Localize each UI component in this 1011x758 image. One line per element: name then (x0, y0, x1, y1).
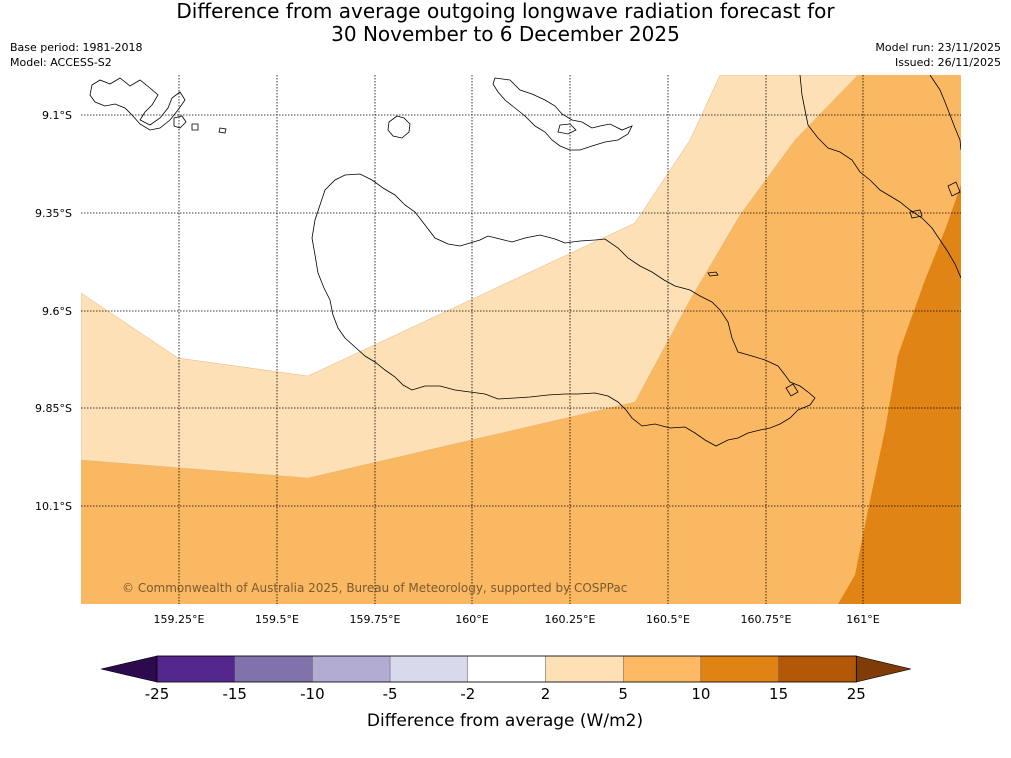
coastline-russell-islet-2 (191, 123, 199, 131)
colorbar-tick-label: -2 (460, 685, 475, 703)
coastline-small-island-2 (785, 383, 799, 397)
colorbar-extend-low (100, 655, 158, 683)
colorbar-tick-label: -5 (383, 685, 398, 703)
copyright-credit: © Commonwealth of Australia 2025, Bureau… (122, 581, 627, 595)
lat-label: 9.1°S (42, 109, 72, 122)
lat-label: 9.6°S (42, 305, 72, 318)
lon-label: 160°E (455, 613, 488, 626)
coastline-malaita (799, 75, 961, 279)
coastline-malaita-north (929, 75, 961, 151)
colorbar-segment (234, 655, 313, 683)
colorbar-tick-label: -25 (145, 685, 170, 703)
model-run: Model run: 23/11/2025 (875, 41, 1001, 54)
colorbar-tick-label: 5 (618, 685, 628, 703)
coastlines (89, 75, 961, 447)
issued-date: Issued: 26/11/2025 (894, 56, 1001, 69)
base-period: Base period: 1981-2018 (10, 41, 143, 54)
chart-title: Difference from average outgoing longwav… (0, 0, 1011, 46)
colorbar-segment (778, 655, 857, 683)
colorbar-segment (623, 655, 702, 683)
colorbar-segment (545, 655, 624, 683)
lon-label: 160.25°E (545, 613, 596, 626)
title-line-2: 30 November to 6 December 2025 (331, 22, 680, 46)
latitude-labels: 9.1°S 9.35°S 9.6°S 9.85°S 10.1°S (35, 109, 72, 513)
meta-left: Base period: 1981-2018 Model: ACCESS-S2 (10, 40, 142, 70)
map-panel: © Commonwealth of Australia 2025, Bureau… (81, 75, 961, 604)
title-line-1: Difference from average outgoing longwav… (176, 0, 835, 23)
coastline-russell-islet-3 (218, 127, 227, 134)
lon-label: 159.25°E (154, 613, 205, 626)
model-name: Model: ACCESS-S2 (10, 56, 112, 69)
lat-label: 9.85°S (35, 402, 72, 415)
lon-label: 161°E (846, 613, 879, 626)
colorbar-segment (389, 655, 469, 683)
colorbar-segment (467, 655, 546, 683)
coastline-small-island-1 (707, 271, 719, 277)
lon-label: 160.75°E (741, 613, 792, 626)
anomaly-band-2-5 (81, 75, 859, 479)
colorbar-tick-label: -10 (300, 685, 325, 703)
longitude-labels: 159.25°E 159.5°E 159.75°E 160°E 160.25°E… (154, 613, 880, 626)
graticule (81, 75, 961, 604)
coastline-savo (387, 115, 411, 139)
colorbar-title: Difference from average (W/m2) (367, 711, 643, 731)
coastline-malaita-islet-1 (909, 209, 923, 219)
lat-label: 9.35°S (35, 207, 72, 220)
colorbar-segment (312, 655, 391, 683)
colorbar-tick-label: 25 (847, 685, 866, 703)
colorbar-tick-label: -15 (222, 685, 247, 703)
colorbar-extend-high (855, 655, 912, 683)
lon-label: 159.5°E (255, 613, 299, 626)
coastline-florida-islet (557, 123, 577, 135)
meta-right: Model run: 23/11/2025 Issued: 26/11/2025 (875, 40, 1001, 70)
colorbar-outline (156, 655, 857, 683)
colorbar-tick-label: 15 (769, 685, 788, 703)
colorbar-segment (700, 655, 779, 683)
colorbar: -25 -15 -10 -5 -2 2 5 10 15 25 (100, 655, 912, 703)
colorbar-tick-label: 2 (541, 685, 551, 703)
coastline-russell-islands (89, 77, 186, 131)
colorbar-tick-label: 10 (691, 685, 710, 703)
coastline-malaita-islet-2 (947, 181, 961, 197)
lon-label: 160.5°E (646, 613, 690, 626)
lat-label: 10.1°S (35, 500, 72, 513)
colorbar-segment (156, 655, 235, 683)
coastline-guadalcanal (311, 173, 816, 447)
coastline-russell-islet-1 (173, 115, 187, 129)
anomaly-band-10-15 (838, 185, 961, 604)
lon-label: 159.75°E (350, 613, 401, 626)
